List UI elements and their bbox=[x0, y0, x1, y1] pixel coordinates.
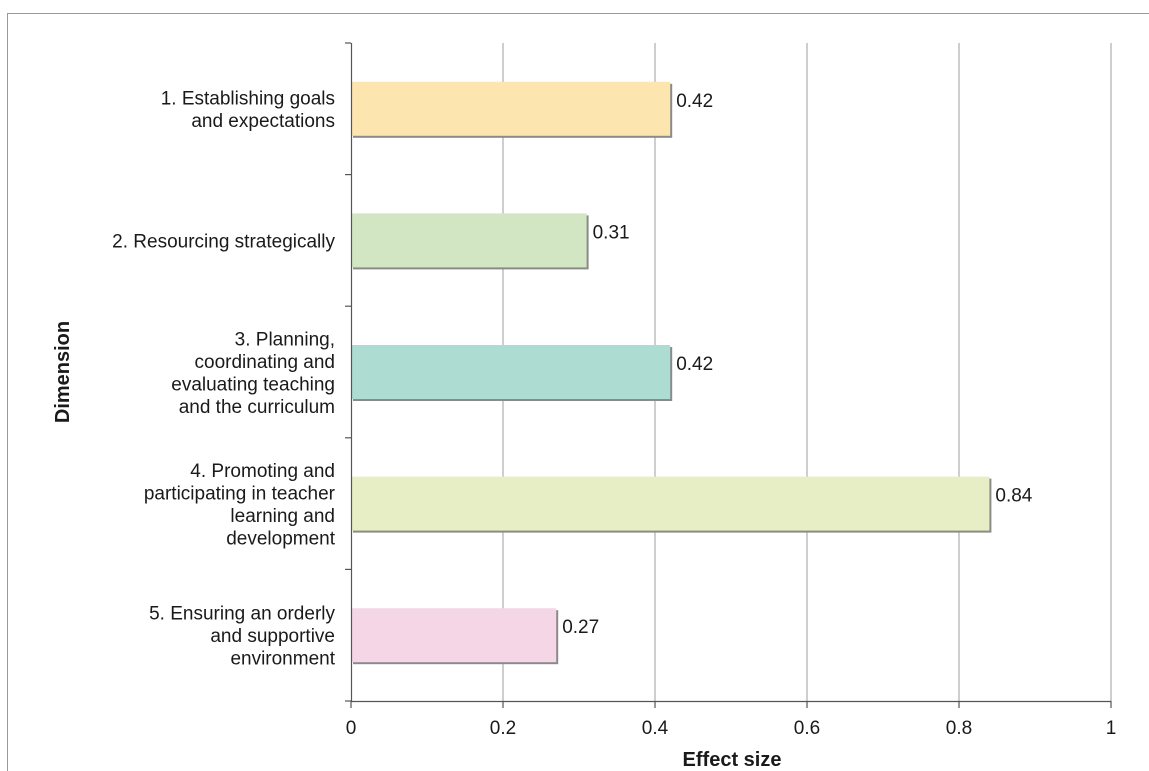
category-label-line: learning and bbox=[230, 506, 335, 527]
category-label-line: 3. Planning, bbox=[235, 329, 335, 350]
x-ticks: 0 0.2 0.4 0.6 0.8 1 bbox=[346, 701, 1117, 739]
x-tick-label: 0.8 bbox=[946, 718, 972, 739]
axes bbox=[350, 43, 1111, 703]
x-tick-label: 0.4 bbox=[642, 718, 669, 739]
x-tick-label: 0 bbox=[346, 718, 357, 739]
bar bbox=[351, 213, 587, 268]
figure-border bbox=[7, 13, 1149, 771]
category-label-line: 1. Establishing goals bbox=[161, 89, 335, 110]
bar bbox=[351, 608, 557, 663]
y-ticks bbox=[345, 42, 351, 702]
category-label: 3. Planning, coordinating and evaluating t… bbox=[171, 329, 335, 418]
category-label-line: evaluating teaching bbox=[171, 374, 335, 395]
value-labels: 0.42 0.31 0.42 0.84 0.27 bbox=[562, 91, 1033, 638]
category-labels: 1. Establishing goals and expectations 2. … bbox=[112, 89, 336, 670]
category-label: 5. Ensuring an orderly and supportive envi… bbox=[149, 604, 336, 670]
category-label: 4. Promoting and participating in teacher… bbox=[144, 461, 336, 549]
category-label-line: and the curriculum bbox=[179, 397, 335, 418]
bar-value-label: 0.84 bbox=[995, 486, 1032, 507]
bar-value-label: 0.42 bbox=[676, 91, 713, 112]
category-label-line: and supportive bbox=[210, 626, 335, 647]
bar-value-label: 0.27 bbox=[562, 617, 599, 638]
category-label-line: coordinating and bbox=[195, 352, 336, 373]
x-axis-title: Effect size bbox=[683, 749, 782, 771]
category-label: 1. Establishing goals and expectations bbox=[161, 89, 335, 133]
category-label-line: 2. Resourcing strategically bbox=[112, 231, 335, 252]
x-tick-label: 0.6 bbox=[794, 718, 820, 739]
bar bbox=[351, 81, 671, 136]
bars bbox=[351, 81, 992, 665]
x-tick-label: 0.2 bbox=[490, 718, 516, 739]
bar-value-label: 0.42 bbox=[676, 354, 713, 375]
bar bbox=[351, 476, 990, 531]
category-label-line: participating in teacher bbox=[144, 483, 336, 504]
bar-value-label: 0.31 bbox=[593, 222, 630, 243]
category-label: 2. Resourcing strategically bbox=[112, 231, 335, 252]
y-axis-title: Dimension bbox=[52, 321, 74, 423]
category-label-line: environment bbox=[230, 649, 335, 670]
category-label-line: 4. Promoting and bbox=[190, 461, 335, 482]
bar bbox=[351, 345, 671, 399]
x-tick-label: 1 bbox=[1106, 718, 1117, 739]
category-label-line: 5. Ensuring an orderly bbox=[149, 604, 335, 625]
category-label-line: and expectations bbox=[191, 111, 335, 132]
category-label-line: development bbox=[226, 528, 336, 549]
